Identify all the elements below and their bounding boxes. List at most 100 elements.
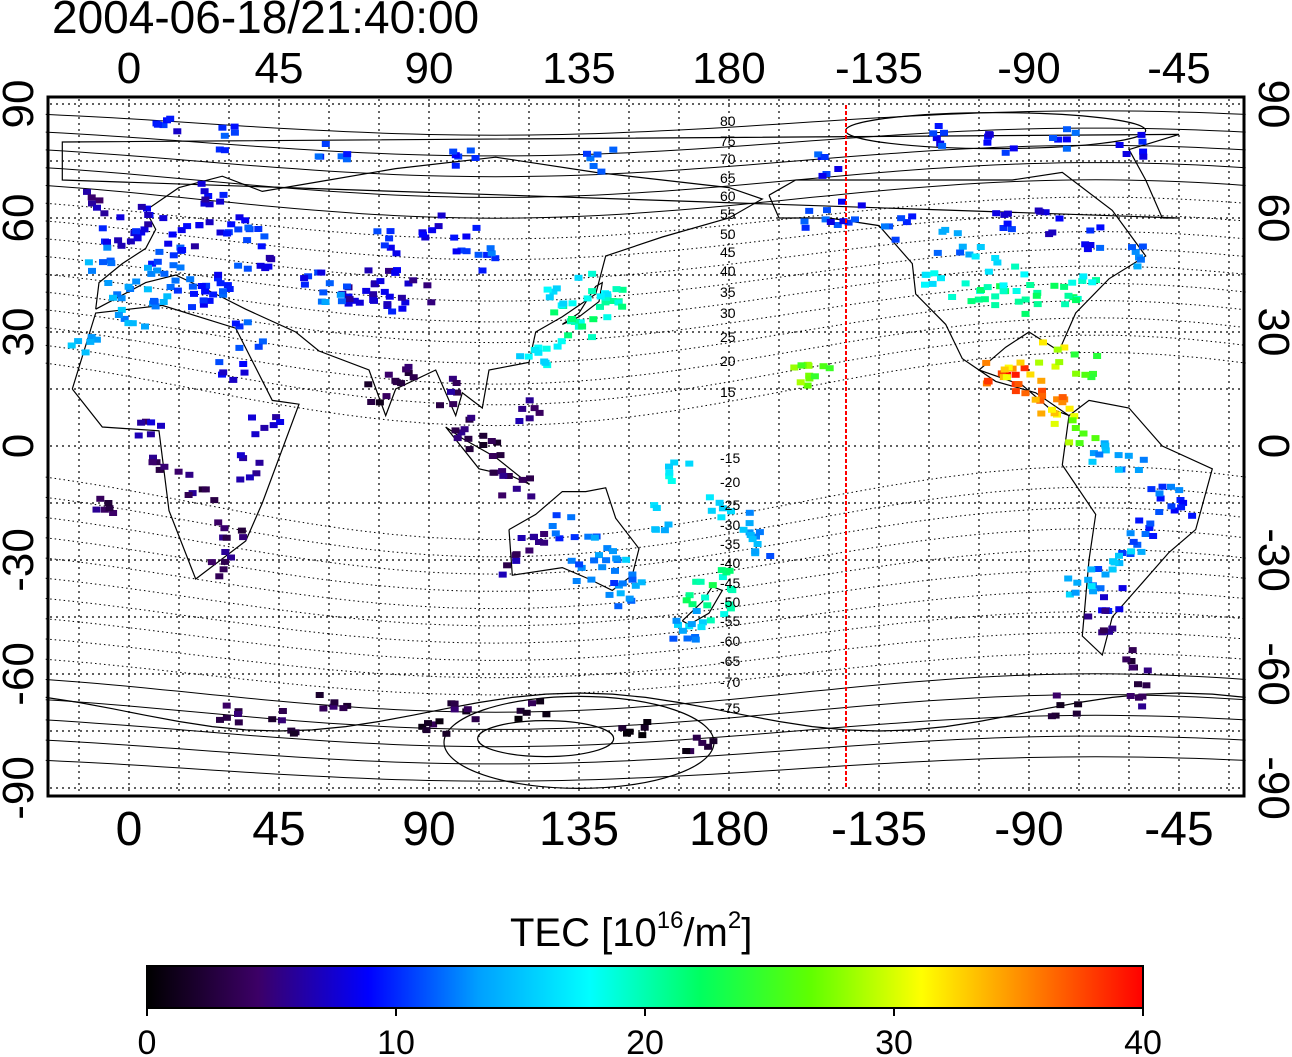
tec-cell (467, 414, 476, 421)
tec-cell (457, 247, 466, 254)
tec-cell (665, 473, 674, 480)
tec-cell (104, 500, 113, 506)
tec-cell (315, 692, 324, 698)
tec-cell (536, 698, 545, 705)
tec-cell (692, 734, 701, 741)
tec-cell (618, 725, 627, 732)
tec-cell (1002, 374, 1011, 381)
tec-cell (260, 233, 269, 240)
mag-contour (45, 631, 1246, 679)
tec-cell (498, 468, 507, 475)
tec-cell (330, 699, 339, 706)
tec-cell (339, 705, 348, 712)
tec-cell (1038, 387, 1046, 394)
contour-labels: 80 75 70 65 60 55 50 45 40 35 30 25 20 15 -15 -20 -25 -30… (720, 113, 740, 716)
tec-cell (252, 470, 261, 477)
tec-cell (751, 548, 760, 555)
tec-cell (552, 512, 561, 519)
tec-cell (98, 225, 107, 232)
tec-cell (531, 347, 540, 354)
tec-cell (388, 308, 397, 315)
tec-cell (264, 263, 273, 270)
tec-cell (153, 258, 162, 265)
tec-cell (692, 608, 701, 614)
bottom-lon-label: -45 (1144, 803, 1213, 856)
tec-cell (1124, 452, 1133, 459)
tec-cell (535, 539, 543, 545)
tec-cell (197, 283, 206, 289)
tec-cell (685, 460, 694, 467)
tec-cell (177, 227, 186, 234)
tec-cell (1115, 606, 1124, 613)
tec-cell (498, 492, 507, 499)
tec-cell (1003, 210, 1012, 217)
tec-cell (1041, 209, 1050, 216)
tec-cell (921, 281, 929, 288)
tec-cell (705, 494, 714, 501)
tec-cell (745, 509, 754, 516)
right-lat-label: -90 (1249, 756, 1292, 820)
tec-cell (753, 541, 762, 547)
tec-cell (1060, 283, 1069, 290)
tec-cell (236, 452, 245, 459)
tec-cell (833, 222, 842, 228)
mag-contour (45, 317, 1246, 385)
mag-contour (45, 673, 1246, 713)
tec-cell (397, 294, 406, 301)
tec-cell (483, 251, 492, 258)
bottom-longitude-labels: 0 45 90 135 180 -135 -90 -45 (116, 803, 1214, 856)
antarctica-coast (45, 692, 1246, 732)
tec-cell (1126, 530, 1135, 537)
tec-cell (401, 299, 410, 306)
colorbar-tick-label: 10 (377, 1024, 415, 1057)
right-lat-label: -60 (1249, 642, 1292, 706)
tec-cell (586, 155, 595, 162)
tec-cell (465, 446, 474, 453)
tec-cell (596, 303, 604, 310)
tec-cell (961, 280, 970, 287)
contour-label: -50 (720, 594, 740, 610)
tec-cell (86, 338, 95, 345)
tec-cell (113, 291, 122, 298)
tec-cell (728, 587, 737, 594)
timestamp-title: 2004-06-18/21:40:00 (52, 0, 479, 43)
tec-cell (515, 418, 524, 424)
contour-label: -45 (720, 575, 740, 591)
tec-cell (166, 284, 175, 290)
tec-cell (1086, 227, 1095, 234)
tec-cell (1110, 559, 1119, 566)
tec-cell (103, 244, 112, 251)
tec-cell (609, 548, 617, 555)
tec-cell (355, 299, 364, 306)
tec-cell (993, 259, 1002, 266)
tec-cell (380, 288, 389, 295)
tec-cell (1012, 288, 1021, 294)
tec-cell (718, 505, 727, 512)
tec-cell (516, 353, 525, 360)
tec-cell (219, 291, 228, 298)
tec-cell (1072, 297, 1080, 304)
tec-cell (578, 323, 587, 330)
tec-cell (153, 121, 162, 128)
tec-cell (234, 711, 242, 717)
tec-cell (766, 553, 775, 559)
tec-cell (1001, 149, 1010, 156)
tec-cell (1086, 242, 1095, 248)
tec-cell (727, 508, 735, 515)
colorbar-tick-label: 0 (138, 1024, 157, 1057)
tec-cell (1170, 507, 1179, 514)
tec-cell (1068, 417, 1077, 424)
tec-cell (643, 719, 652, 725)
tec-cell (1089, 588, 1098, 595)
coastline (768, 171, 1147, 417)
tec-cell (1101, 447, 1110, 454)
tec-cell (567, 514, 576, 521)
tec-cell (1167, 503, 1176, 510)
tec-cell (1081, 241, 1090, 248)
tec-cell (517, 535, 526, 541)
mag-contour (45, 127, 1246, 157)
tec-cell (589, 163, 598, 169)
tec-cell (672, 617, 681, 624)
tec-cell (223, 282, 232, 289)
tec-cell (219, 369, 228, 376)
